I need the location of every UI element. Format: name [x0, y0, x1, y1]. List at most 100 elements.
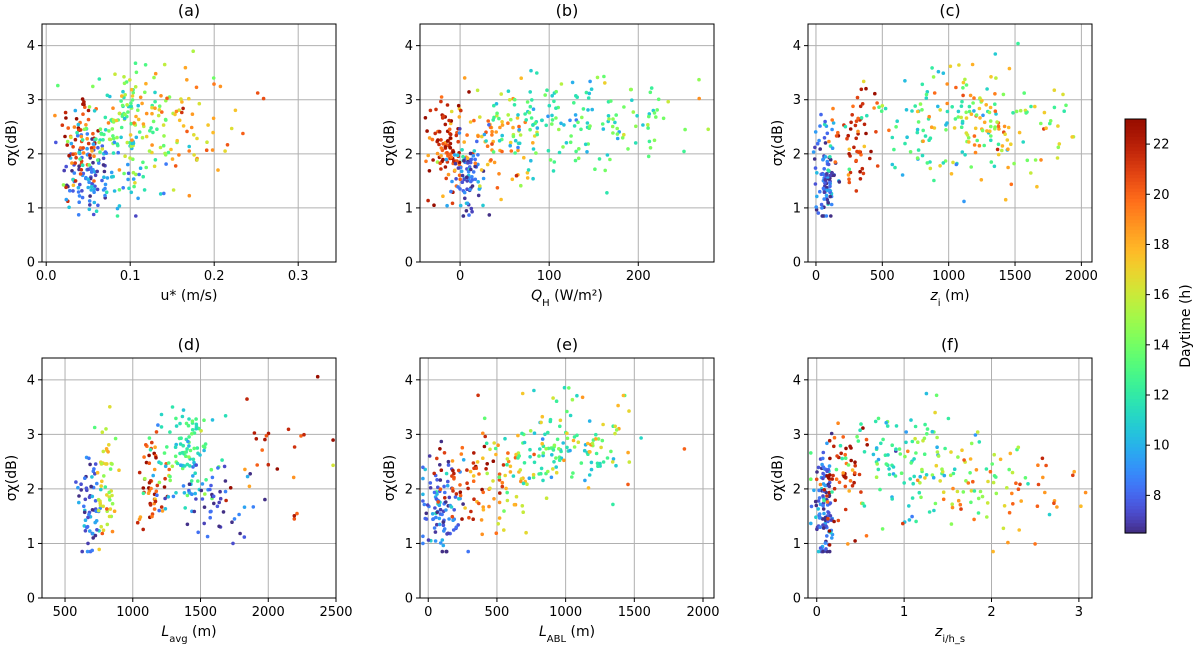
scatter-point [161, 143, 166, 148]
colorbar-segment [1125, 415, 1146, 420]
scatter-point [205, 534, 210, 539]
scatter-point [884, 420, 888, 425]
scatter-point [571, 438, 576, 443]
colorbar-segment [1125, 132, 1146, 137]
scatter-point [499, 197, 503, 202]
scatter-point [80, 189, 84, 193]
scatter-point [848, 127, 853, 131]
scatter-point [825, 494, 829, 498]
scatter-point [506, 121, 510, 125]
scatter-point [189, 125, 194, 130]
scatter-point [435, 151, 440, 156]
scatter-point [608, 157, 612, 162]
scatter-point [154, 455, 158, 460]
scatter-point [576, 440, 581, 445]
scatter-point [87, 180, 91, 184]
scatter-point [861, 501, 865, 506]
y-tick-label: 0 [405, 256, 413, 271]
scatter-point [86, 108, 91, 113]
scatter-point [134, 114, 138, 119]
scatter-point [98, 501, 102, 506]
scatter-point [605, 456, 610, 460]
scatter-point [847, 147, 852, 152]
scatter-point [1009, 142, 1013, 146]
scatter-point [485, 144, 490, 148]
scatter-point [517, 141, 522, 146]
x-tick-label: 1000 [549, 605, 582, 620]
scatter-point [455, 159, 459, 163]
scatter-point [500, 484, 505, 489]
scatter-point [111, 134, 115, 138]
scatter-point [107, 495, 112, 499]
scatter-point [825, 441, 829, 446]
scatter-point [967, 104, 972, 109]
scatter-point [497, 478, 502, 482]
scatter-point [479, 518, 484, 522]
scatter-point [903, 79, 907, 83]
scatter-point [1017, 130, 1022, 135]
scatter-point [61, 183, 66, 187]
scatter-point [211, 494, 216, 499]
scatter-point [512, 502, 517, 507]
scatter-point [550, 94, 554, 98]
scatter-point [331, 463, 335, 468]
scatter-point [153, 90, 157, 95]
scatter-point [968, 457, 973, 461]
x-axis-label: LABL (m) [539, 624, 595, 645]
scatter-point [970, 62, 975, 67]
scatter-point [856, 129, 860, 134]
scatter-point [84, 123, 88, 127]
scatter-point [448, 152, 452, 157]
scatter-point [575, 433, 579, 438]
scatter-point [480, 487, 484, 492]
colorbar-segment [1125, 205, 1146, 210]
scatter-point [217, 524, 221, 529]
scatter-point [579, 461, 584, 465]
scatter-point [254, 437, 259, 441]
scatter-point [182, 491, 187, 495]
scatter-point [467, 90, 471, 94]
y-tick-label: 1 [793, 201, 801, 216]
scatter-point [972, 96, 976, 100]
scatter-point [187, 96, 191, 101]
scatter-point [550, 118, 555, 122]
scatter-point [449, 155, 454, 159]
scatter-point [83, 529, 88, 533]
scatter-point [989, 75, 993, 79]
scatter-point [122, 171, 126, 176]
scatter-point [829, 202, 834, 207]
scatter-point [956, 455, 960, 459]
scatter-point [241, 131, 245, 136]
colorbar-segment [1125, 225, 1146, 230]
scatter-point [853, 123, 858, 128]
scatter-point [924, 96, 929, 100]
scatter-point [204, 478, 208, 482]
scatter-point [467, 213, 471, 217]
scatter-point [69, 135, 73, 140]
scatter-point [900, 173, 905, 177]
scatter-point [441, 523, 446, 527]
scatter-point [87, 207, 92, 212]
scatter-point [924, 473, 929, 477]
scatter-point [830, 146, 835, 150]
scatter-point [1083, 490, 1088, 495]
scatter-point [218, 84, 223, 89]
scatter-point [952, 467, 957, 472]
scatter-point [826, 201, 830, 205]
scatter-point [481, 203, 485, 208]
scatter-point [53, 113, 57, 118]
scatter-point [827, 464, 832, 468]
colorbar-segment [1125, 474, 1146, 479]
scatter-point [825, 198, 830, 202]
scatter-point [555, 437, 560, 442]
scatter-point [829, 431, 834, 436]
scatter-point [158, 145, 163, 150]
scatter-point [627, 460, 632, 464]
y-tick-label: 3 [793, 428, 801, 443]
scatter-point [452, 153, 457, 157]
scatter-point [1062, 109, 1066, 113]
scatter-point [652, 138, 657, 143]
scatter-point [475, 460, 480, 464]
scatter-point [814, 503, 819, 508]
scatter-point [879, 109, 884, 113]
